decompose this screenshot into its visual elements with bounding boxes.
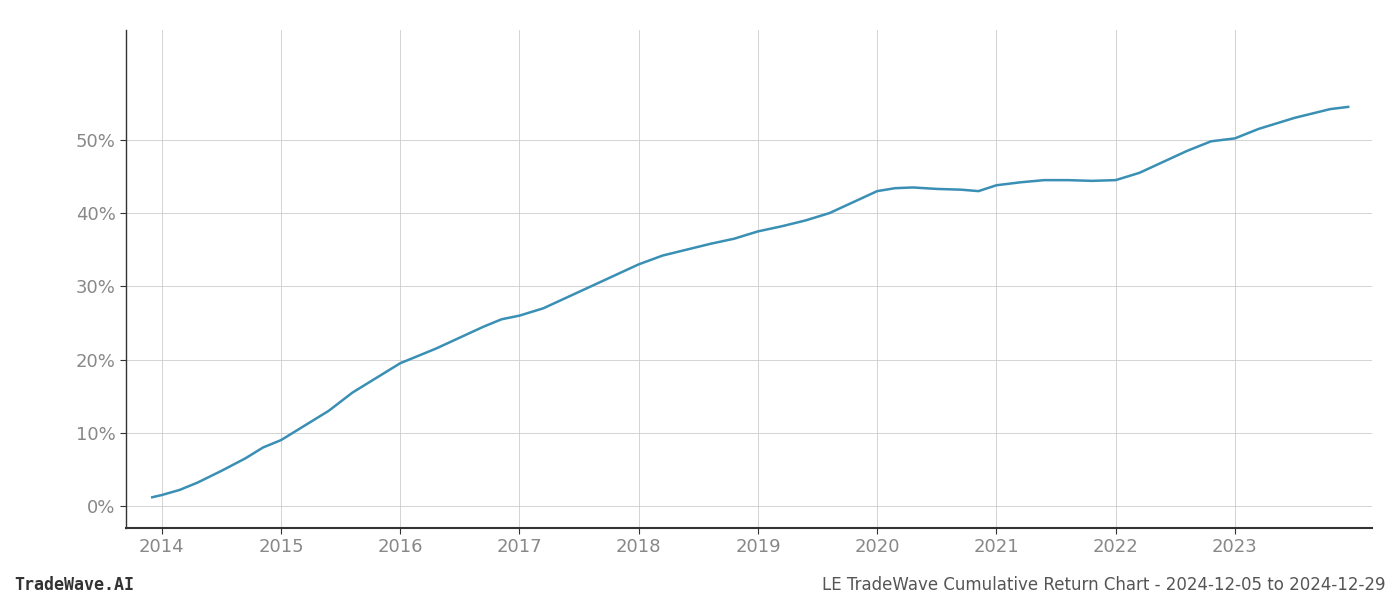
Text: TradeWave.AI: TradeWave.AI — [14, 576, 134, 594]
Text: LE TradeWave Cumulative Return Chart - 2024-12-05 to 2024-12-29: LE TradeWave Cumulative Return Chart - 2… — [823, 576, 1386, 594]
